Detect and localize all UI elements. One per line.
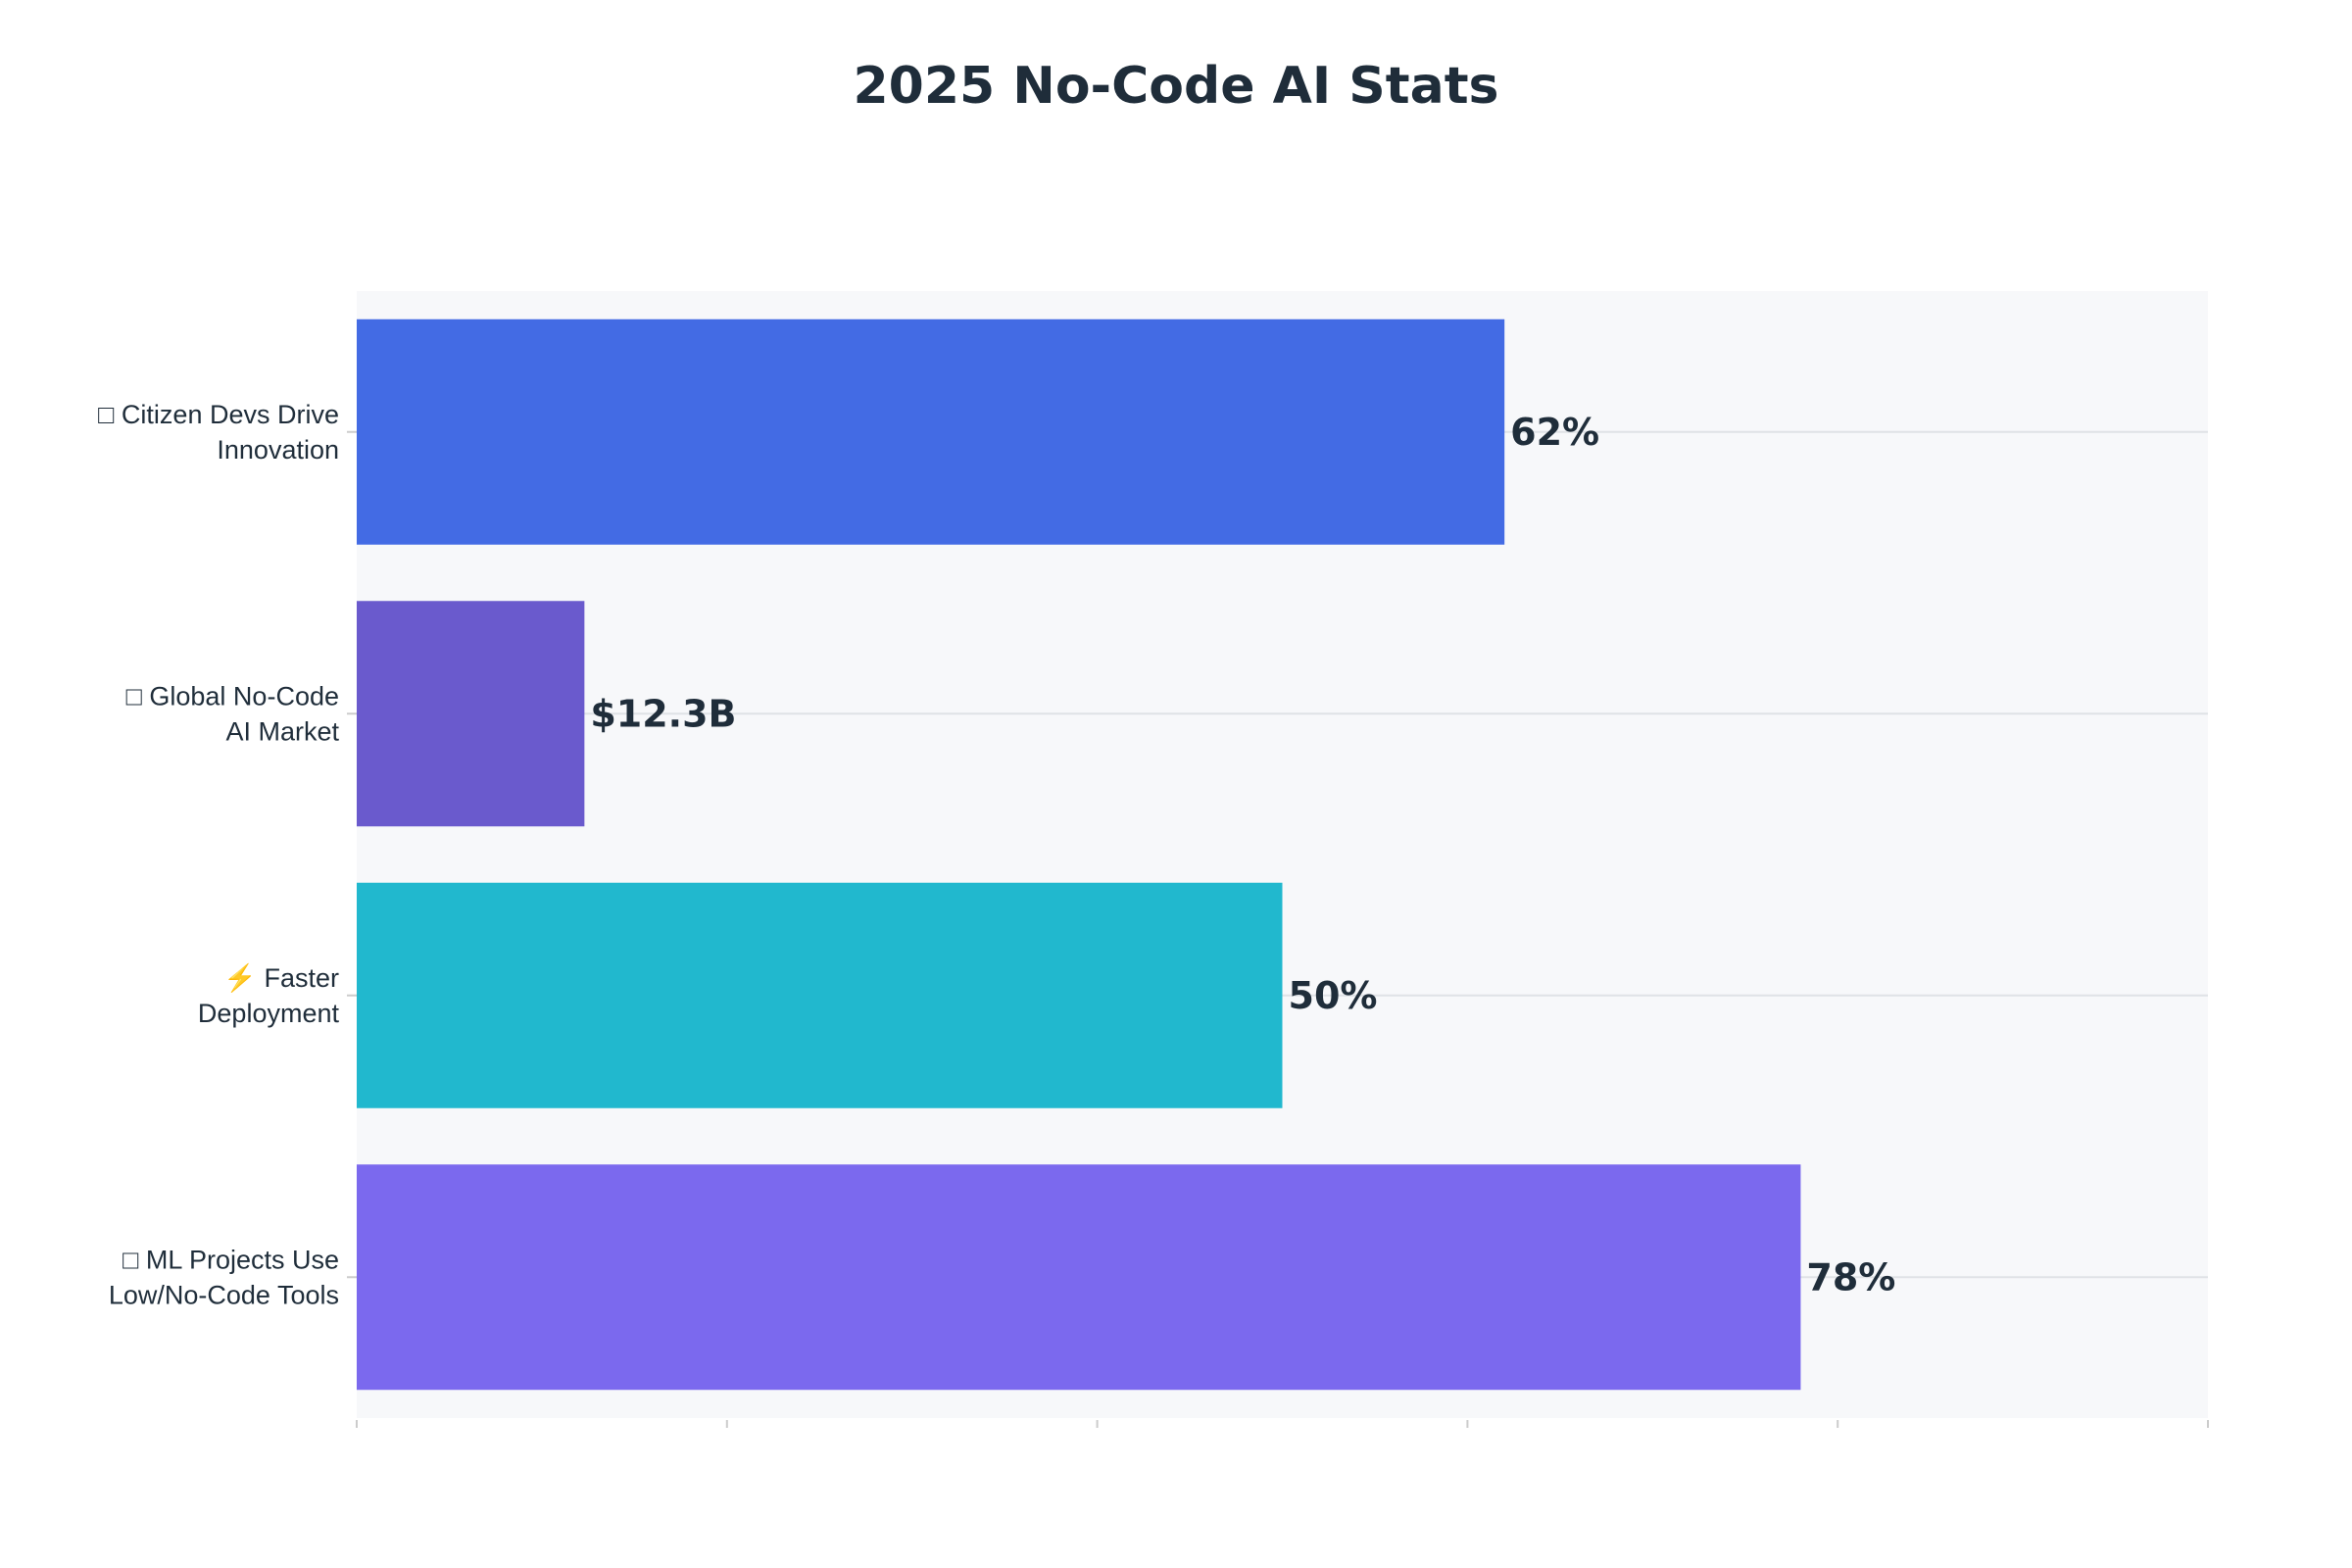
bars [357, 318, 1801, 1391]
data-label: $12.3B [590, 692, 736, 735]
category-labels: □ Citizen Devs Drive Innovation □ Global N… [98, 400, 339, 1310]
data-label: 62% [1510, 411, 1599, 454]
chart-title: 2025 No-Code AI Stats [853, 57, 1499, 116]
data-labels: 62% $12.3B 50% 78% [590, 411, 1895, 1299]
bar [357, 1164, 1801, 1391]
category-label: □ ML Projects Use Low/No-Code Tools [109, 1245, 339, 1309]
bar [357, 882, 1283, 1108]
category-label: □ Citizen Devs Drive Innovation [98, 400, 339, 465]
bar [357, 601, 585, 827]
data-label: 50% [1289, 974, 1378, 1017]
data-label: 78% [1806, 1255, 1895, 1298]
category-label: ⚡ Faster Deployment [198, 962, 340, 1028]
bar [357, 318, 1505, 545]
category-label: □ Global No-Code AI Market [126, 681, 340, 746]
x-axis-ticks [356, 1420, 2209, 1428]
